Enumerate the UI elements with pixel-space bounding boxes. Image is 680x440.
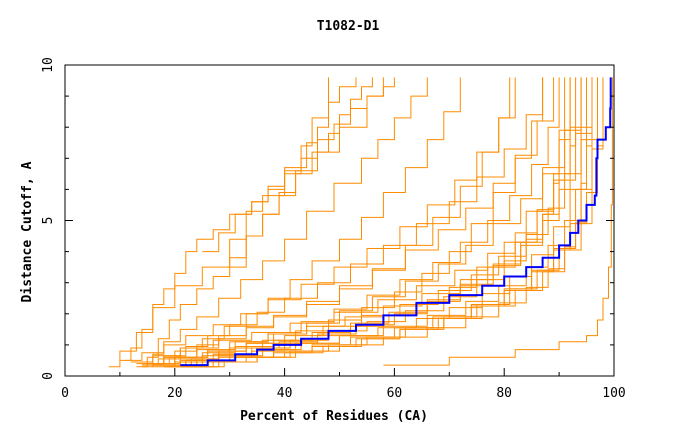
highlight-model-curve	[180, 77, 612, 367]
x-tick-label: 20	[167, 386, 183, 401]
y-tick-label: 10	[41, 57, 56, 73]
model-curve-26	[158, 77, 560, 365]
model-curve-22	[152, 77, 555, 366]
x-tick-label: 100	[602, 386, 625, 401]
model-curve-12	[147, 77, 593, 365]
y-tick-label: 5	[41, 217, 56, 225]
model-curve-27	[383, 77, 613, 366]
model-curve-21	[141, 77, 544, 365]
model-curve-17	[152, 77, 593, 366]
model-curve-23	[125, 77, 516, 361]
y-tick-label: 0	[41, 372, 56, 380]
model-curve-28	[229, 77, 373, 268]
model-curve-1	[108, 77, 357, 368]
model-curve-7	[152, 77, 544, 368]
axes-layer: 0 20 40 60 80 100 0 5 10	[41, 57, 626, 401]
y-axis-label: Distance Cutoff, A	[20, 161, 35, 302]
series-layer	[108, 77, 613, 368]
x-tick-label: 80	[496, 386, 512, 401]
model-curve-29	[202, 77, 395, 253]
model-curve-4	[141, 77, 428, 368]
model-curve-10	[141, 77, 587, 365]
model-curve-24	[169, 77, 582, 366]
x-tick-label: 60	[387, 386, 403, 401]
chart-title: T1082-D1	[317, 19, 380, 34]
model-curve-5	[147, 77, 461, 365]
model-curve-25	[196, 77, 604, 368]
x-tick-label: 0	[61, 386, 69, 401]
x-tick-label: 40	[277, 386, 293, 401]
model-curve-3	[136, 77, 384, 368]
x-axis-label: Percent of Residues (CA)	[240, 409, 428, 424]
model-curve-2	[119, 77, 329, 361]
